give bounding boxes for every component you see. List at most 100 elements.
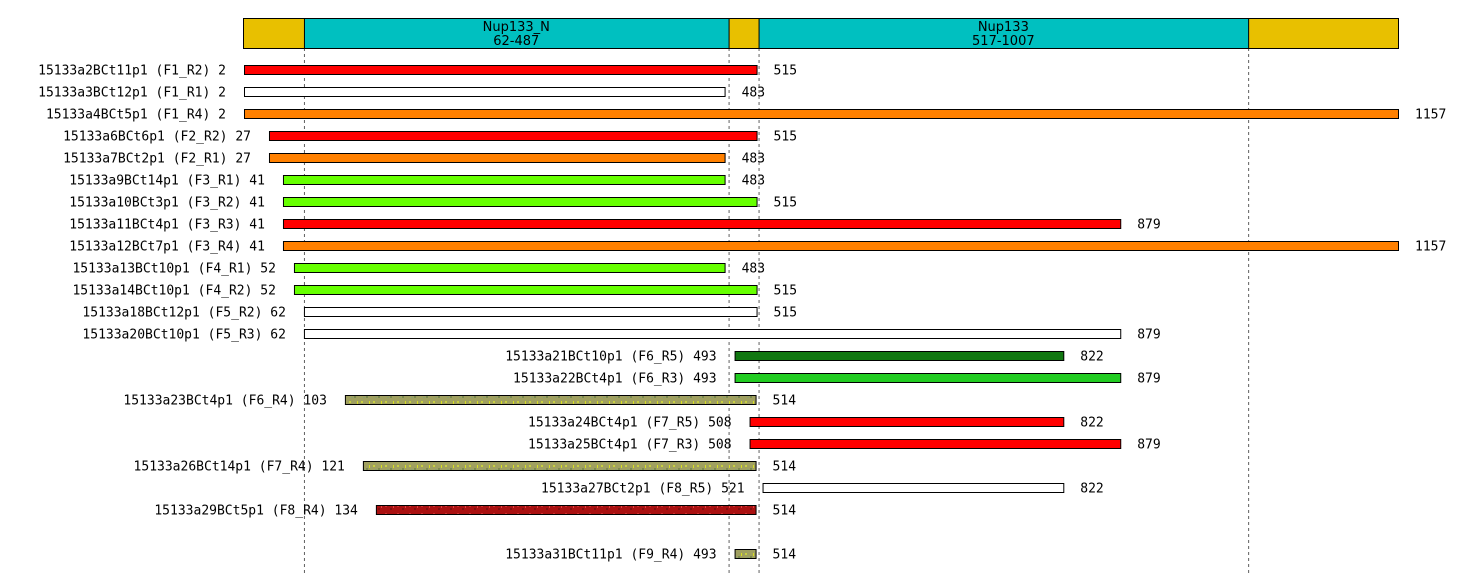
construct-row: 15133a24BCt4p1 (F7_R5) 508 822: [528, 416, 1104, 431]
construct-start: 27: [235, 152, 251, 167]
label-space: [241, 218, 249, 233]
construct-primers: (F6_R5): [630, 350, 685, 365]
construct-label: 15133a4BCt5p1 (F1_R4) 2: [46, 108, 226, 123]
construct-label: 15133a14BCt10p1 (F4_R2) 52: [72, 284, 276, 299]
construct-end: 515: [774, 64, 797, 79]
construct-row: 15133a18BCt12p1 (F5_R2) 62 515: [82, 306, 797, 321]
construct-end: 879: [1137, 328, 1160, 343]
construct-primers: (F3_R3): [187, 218, 242, 233]
construct-end: 822: [1080, 482, 1103, 497]
construct-row: 15133a23BCt4p1 (F6_R4) 103 514: [123, 394, 796, 409]
label-space: [700, 438, 708, 453]
construct-name: 15133a7BCt2p1: [63, 152, 165, 167]
label-space: [713, 482, 721, 497]
label-space: [227, 152, 235, 167]
construct-row: 15133a14BCt10p1 (F4_R2) 52 515: [72, 284, 797, 299]
construct-start: 41: [249, 174, 265, 189]
construct-row: 15133a11BCt4p1 (F3_R3) 41 879: [69, 218, 1160, 233]
label-space: [190, 284, 198, 299]
construct-bar: [375, 505, 757, 515]
construct-label: 15133a3BCt12p1 (F1_R1) 2: [38, 86, 226, 101]
construct-row: 15133a27BCt2p1 (F8_R5) 521 822: [541, 482, 1104, 497]
construct-primers: (F5_R3): [208, 328, 263, 343]
construct-label: 15133a23BCt4p1 (F6_R4) 103: [123, 394, 327, 409]
construct-name: 15133a31BCt11p1: [505, 548, 622, 563]
construct-bar: [243, 87, 726, 97]
label-space: [264, 504, 272, 519]
construct-label: 15133a11BCt4p1 (F3_R3) 41: [69, 218, 265, 233]
label-space: [241, 174, 249, 189]
construct-primers: (F7_R5): [645, 416, 700, 431]
label-space: [241, 240, 249, 255]
construct-bar: [734, 373, 1122, 383]
construct-start: 2: [218, 64, 226, 79]
construct-row: 15133a6BCt6p1 (F2_R2) 27 515: [63, 130, 797, 145]
construct-start: 41: [249, 196, 265, 211]
construct-label: 15133a9BCt14p1 (F3_R1) 41: [69, 174, 265, 189]
construct-start: 52: [260, 284, 276, 299]
construct-bar: [282, 241, 1399, 251]
label-space: [651, 482, 659, 497]
construct-start: 62: [270, 306, 286, 321]
label-space: [179, 174, 187, 189]
construct-row: 15133a20BCt10p1 (F5_R3) 62 879: [82, 328, 1160, 343]
construct-label: 15133a29BCt5p1 (F8_R4) 134: [154, 504, 358, 519]
construct-start: 2: [218, 86, 226, 101]
construct-end: 515: [774, 130, 797, 145]
construct-row: 15133a7BCt2p1 (F2_R1) 27 483: [63, 152, 765, 167]
construct-row: 15133a2BCt11p1 (F1_R2) 2 515: [38, 64, 797, 79]
label-space: [148, 64, 156, 79]
construct-name: 15133a14BCt10p1: [72, 284, 189, 299]
construct-bar: [282, 197, 758, 207]
label-space: [165, 130, 173, 145]
construct-row: 15133a4BCt5p1 (F1_R4) 2 1157: [46, 108, 1446, 123]
construct-bar: [303, 307, 758, 317]
construct-start: 521: [721, 482, 744, 497]
construct-name: 15133a12BCt7p1: [69, 240, 179, 255]
construct-bar: [282, 219, 1122, 229]
construct-start: 2: [218, 108, 226, 123]
construct-label: 15133a24BCt4p1 (F7_R5) 508: [528, 416, 732, 431]
construct-bar: [344, 395, 757, 405]
construct-bar: [243, 65, 758, 75]
construct-start: 508: [708, 438, 731, 453]
label-space: [700, 416, 708, 431]
construct-name: 15133a11BCt4p1: [69, 218, 179, 233]
construct-primers: (F7_R4): [259, 460, 314, 475]
construct-name: 15133a22BCt4p1: [513, 372, 623, 387]
construct-start: 52: [260, 262, 276, 277]
construct-start: 493: [693, 372, 716, 387]
construct-row: 15133a25BCt4p1 (F7_R3) 508 879: [528, 438, 1161, 453]
construct-primers: (F2_R1): [173, 152, 228, 167]
label-space: [623, 350, 631, 365]
construct-primers: (F9_R4): [630, 548, 685, 563]
construct-end: 514: [773, 394, 797, 409]
construct-name: 15133a24BCt4p1: [528, 416, 638, 431]
construct-name: 15133a9BCt14p1: [69, 174, 179, 189]
construct-end: 1157: [1415, 108, 1446, 123]
construct-tracks: 15133a2BCt11p1 (F1_R2) 2 515 15133a3BCt12p…: [38, 64, 1446, 563]
construct-start: 41: [249, 218, 265, 233]
construct-bar: [293, 263, 726, 273]
construct-start: 103: [303, 394, 326, 409]
construct-label: 15133a26BCt14p1 (F7_R4) 121: [134, 460, 345, 475]
label-space: [210, 108, 218, 123]
label-space: [210, 86, 218, 101]
construct-row: 15133a29BCt5p1 (F8_R4) 134 514: [154, 504, 796, 519]
construct-bar: [243, 109, 1399, 119]
construct-label: 15133a2BCt11p1 (F1_R2) 2: [38, 64, 226, 79]
construct-end: 879: [1137, 218, 1160, 233]
label-space: [200, 306, 208, 321]
label-space: [685, 372, 693, 387]
construct-end: 483: [742, 152, 765, 167]
construct-end: 514: [773, 460, 797, 475]
construct-label: 15133a13BCt10p1 (F4_R1) 52: [72, 262, 276, 277]
construct-name: 15133a6BCt6p1: [63, 130, 165, 145]
construct-name: 15133a26BCt14p1: [134, 460, 251, 475]
construct-label: 15133a21BCt10p1 (F6_R5) 493: [505, 350, 716, 365]
label-space: [638, 438, 646, 453]
construct-primers: (F2_R2): [173, 130, 228, 145]
construct-bar: [293, 285, 758, 295]
construct-label: 15133a6BCt6p1 (F2_R2) 27: [63, 130, 251, 145]
